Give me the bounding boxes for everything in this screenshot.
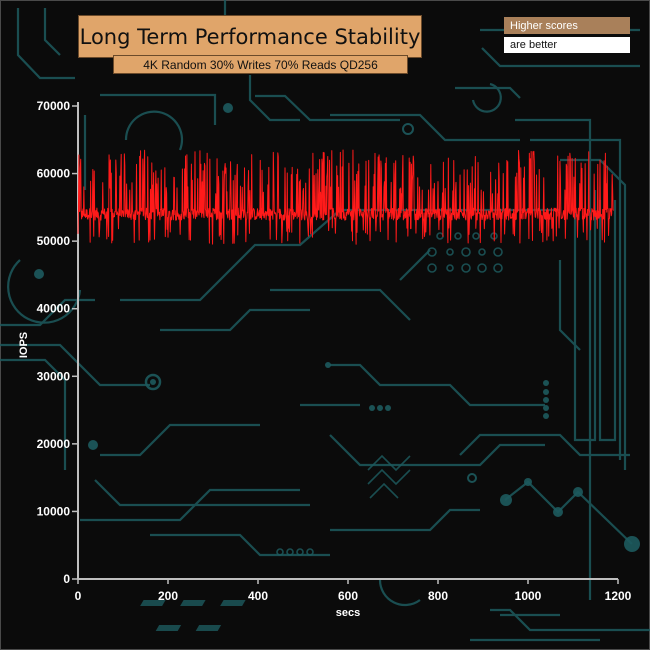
legend-higher-scores: Higher scores <box>504 17 630 34</box>
y-tick-label: 20000 <box>37 437 71 451</box>
chart-subtitle: 4K Random 30% Writes 70% Reads QD256 <box>113 55 408 74</box>
x-tick-label: 0 <box>75 589 82 603</box>
x-tick-label: 600 <box>338 589 358 603</box>
chart-title: Long Term Performance Stability <box>78 15 422 58</box>
x-axis: 0 200 400 600 800 1000 1200 <box>75 578 632 603</box>
x-tick-label: 800 <box>428 589 448 603</box>
y-axis: 0 10000 20000 30000 40000 50000 60000 70000 <box>37 99 79 586</box>
x-tick-label: 1200 <box>605 589 632 603</box>
y-tick-label: 40000 <box>37 302 71 316</box>
y-tick-label: 0 <box>63 572 70 586</box>
x-tick-label: 1000 <box>515 589 542 603</box>
y-tick-label: 10000 <box>37 504 71 518</box>
iops-series-line <box>77 149 614 245</box>
series-layer <box>77 149 614 245</box>
legend-are-better: are better <box>504 37 630 53</box>
x-tick-label: 400 <box>248 589 268 603</box>
x-tick-label: 200 <box>158 589 178 603</box>
y-tick-label: 30000 <box>37 369 71 383</box>
x-axis-label: secs <box>336 607 360 619</box>
y-tick-label: 50000 <box>37 234 71 248</box>
y-tick-label: 70000 <box>37 99 71 113</box>
y-axis-label: IOPS <box>18 332 30 358</box>
y-tick-label: 60000 <box>37 167 71 181</box>
